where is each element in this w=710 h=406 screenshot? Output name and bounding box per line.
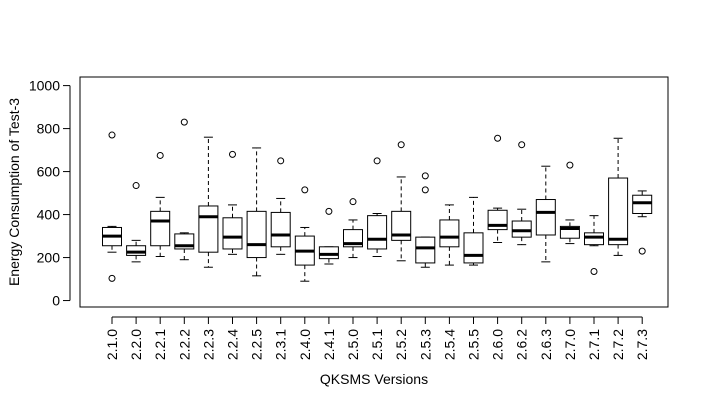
x-tick-label: 2.2.4 [225, 329, 241, 360]
box-2.2.3 [198, 136, 219, 268]
box-2.5.5 [463, 196, 484, 266]
y-tick-label: 600 [37, 164, 61, 180]
x-tick-label: 2.2.3 [200, 329, 216, 360]
x-tick-label: 2.2.5 [249, 329, 265, 360]
box-iqr [222, 217, 243, 250]
box-2.2.4 [222, 150, 243, 255]
x-tick-label: 2.7.2 [610, 329, 626, 360]
box-2.6.0 [487, 134, 508, 244]
x-tick-label: 2.7.1 [586, 329, 602, 360]
box-iqr [415, 236, 436, 264]
outlier-point [397, 141, 405, 149]
box-2.5.4 [439, 204, 460, 266]
box-iqr [608, 177, 629, 246]
outlier-point [421, 172, 429, 180]
x-axis-label: QKSMS Versions [320, 371, 428, 387]
box-2.5.0 [343, 198, 363, 259]
outlier-point [108, 274, 116, 282]
box-iqr [126, 245, 147, 256]
y-tick-label: 0 [52, 293, 60, 309]
outlier-point [301, 186, 309, 194]
outlier-point [638, 247, 646, 255]
x-tick-label: 2.5.1 [369, 329, 385, 360]
outlier-point [229, 150, 236, 158]
box-iqr [535, 199, 556, 236]
box-2.7.2 [608, 137, 629, 256]
y-tick-label: 800 [37, 121, 61, 137]
y-tick-label: 1000 [29, 78, 60, 94]
box-iqr [391, 210, 412, 241]
outlier-point [132, 182, 140, 190]
x-tick-label: 2.5.3 [417, 329, 433, 360]
box-2.1.0 [102, 131, 122, 282]
x-tick-label: 2.5.5 [466, 329, 482, 360]
x-axis: 2.1.0 2.2.0 2.2.1 2.2.2 2.2.3 2.2.4 2.2.5 2.3.1… [104, 316, 650, 360]
outlier-point [518, 141, 526, 149]
outlier-point [373, 157, 381, 165]
box-2.3.1 [270, 157, 291, 255]
plot-frame [79, 76, 669, 308]
x-tick-label: 2.2.1 [152, 329, 168, 360]
box-iqr [246, 210, 267, 259]
box-2.7.1 [584, 215, 604, 276]
box-2.2.2 [174, 118, 195, 261]
y-axis: 0 200 400 600 800 1000 [29, 78, 71, 309]
y-tick-label: 400 [37, 207, 61, 223]
outlier-point [277, 157, 285, 165]
x-tick-label: 2.2.2 [176, 329, 192, 360]
x-tick-label: 2.5.4 [441, 329, 457, 360]
x-tick-label: 2.3.1 [273, 329, 289, 360]
x-tick-label: 2.6.0 [490, 329, 506, 360]
y-axis-label: Energy Consumption of Test-3 [6, 98, 22, 286]
x-tick-label: 2.6.2 [514, 329, 530, 360]
box-2.2.0 [126, 182, 147, 263]
box-iqr [559, 225, 580, 239]
x-tick-label: 2.5.0 [345, 329, 361, 360]
box-iqr [318, 246, 339, 260]
outlier-point [494, 134, 502, 142]
box-iqr [511, 220, 532, 238]
box-iqr [198, 205, 219, 253]
outlier-point [421, 186, 429, 194]
x-tick-label: 2.2.0 [128, 329, 144, 360]
boxes-group [102, 118, 653, 282]
y-tick-label: 200 [37, 250, 61, 266]
box-iqr [150, 210, 171, 247]
outlier-point [325, 207, 333, 215]
box-2.6.3 [535, 165, 556, 263]
box-iqr [270, 211, 291, 248]
box-2.5.2 [391, 141, 412, 262]
box-iqr [439, 219, 460, 248]
outlier-point [566, 161, 574, 169]
box-2.5.1 [367, 157, 388, 257]
x-tick-label: 2.4.0 [297, 329, 313, 360]
box-2.5.3 [415, 172, 436, 268]
box-2.6.2 [511, 141, 532, 246]
x-tick-label: 2.1.0 [104, 329, 120, 360]
x-tick-label: 2.7.0 [562, 329, 578, 360]
box-2.4.1 [318, 207, 339, 265]
box-iqr [463, 232, 484, 264]
box-2.7.3 [632, 190, 653, 255]
outlier-point [349, 198, 357, 206]
box-iqr [632, 194, 653, 214]
box-2.2.5 [246, 147, 267, 277]
outlier-point [108, 131, 116, 139]
x-tick-label: 2.7.3 [634, 329, 650, 360]
box-2.2.1 [150, 151, 171, 257]
outlier-point [156, 151, 164, 159]
box-iqr [584, 232, 604, 246]
box-iqr [367, 215, 388, 250]
x-tick-label: 2.5.2 [393, 329, 409, 360]
x-tick-label: 2.4.1 [321, 329, 337, 360]
box-2.4.0 [294, 186, 315, 282]
x-tick-label: 2.6.3 [538, 329, 554, 360]
outlier-point [590, 268, 598, 276]
box-2.7.0 [559, 161, 580, 245]
outlier-point [180, 118, 188, 126]
